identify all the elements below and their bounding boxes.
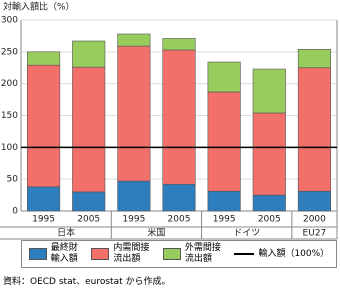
bar-segment [117,45,151,182]
legend-item: 内需間接 流出額 [91,243,149,265]
legend-line [234,253,255,255]
group-label: 日本 [57,227,75,239]
y-tick-label: 300 [1,16,18,26]
x-tick-label: 2005 [258,215,281,225]
bar-segment [117,33,151,47]
x-tick-label: 1995 [213,215,236,225]
legend-item: 輸入額（100%） [234,249,329,260]
bar-segment [252,68,286,114]
source-note: 資料：OECD stat、eurostat から作成。 [3,277,171,287]
bar-segment [117,180,151,212]
bar-segment [27,51,61,66]
legend-item: 外需間接 流出額 [162,243,221,265]
legend-swatch [91,248,110,260]
bar-segment [162,183,196,212]
bar-segment [207,190,241,212]
bar-segment [27,186,61,212]
group-label: EU27 [303,229,327,239]
y-tick-label: 50 [7,175,19,185]
bar-segment [72,40,106,68]
group-label: 米国 [147,227,165,239]
y-tick-label: 200 [1,79,18,89]
legend-label: 最終財 輸入額 [50,243,78,264]
bar-segment [162,38,196,51]
x-tick-label: 1995 [122,215,145,225]
bar-segment [207,61,241,93]
bar-segment [72,191,106,212]
x-tick-label: 2000 [303,215,326,225]
chart: 対輸入額比（%） 0 50 100 150 200 250 300 1995 2005 1995 2… [0,1,338,240]
bar-segment [252,194,286,212]
y-tick-label: 150 [1,111,18,121]
bar-segment [162,49,196,185]
bar-segment [252,112,286,196]
x-tick-label: 2005 [168,215,191,225]
legend-item: 最終財 輸入額 [28,243,78,265]
legend-swatch [162,248,181,260]
bar-segment [297,48,331,69]
bar-segment [72,66,106,193]
bar-segment [207,91,241,192]
x-tick-label: 1995 [32,215,55,225]
legend-label: 外需間接 流出額 [184,243,221,264]
x-tick-label: 2005 [77,215,100,225]
group-label: ドイツ [233,229,260,239]
legend-swatch [28,248,47,260]
legend-label: 内需間接 流出額 [113,243,150,264]
y-tick-label: 0 [12,207,18,217]
y-tick-label: 250 [1,47,18,57]
y-tick-label: 100 [1,143,18,153]
bar-segment [297,67,331,192]
legend-label: 輸入額（100%） [258,248,330,259]
y-axis-label: 対輸入額比（%） [3,1,75,13]
legend: 最終財 輸入額 内需間接 流出額 外需間接 流出額 輸入額（100%） [21,240,337,268]
bar-segment [297,190,331,212]
bar-segment [27,64,61,188]
